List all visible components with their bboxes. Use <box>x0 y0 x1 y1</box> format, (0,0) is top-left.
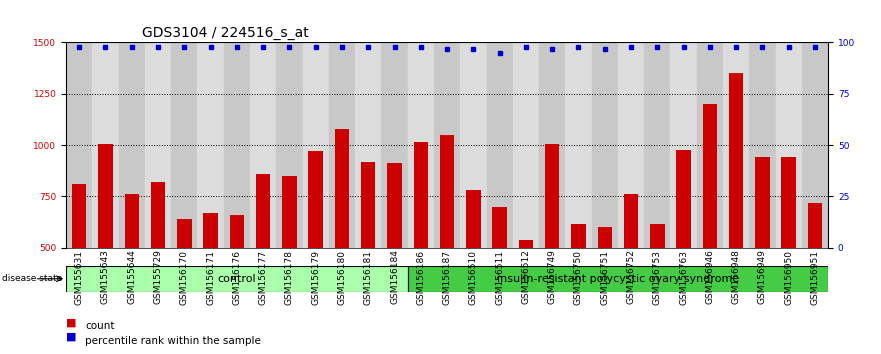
Text: disease state: disease state <box>2 274 62 283</box>
Text: GSM156510: GSM156510 <box>469 250 478 304</box>
Bar <box>618 42 644 248</box>
Bar <box>204 213 218 350</box>
Text: GSM155631: GSM155631 <box>75 250 84 304</box>
Bar <box>119 42 144 248</box>
Text: GSM156171: GSM156171 <box>206 250 215 304</box>
Bar <box>808 202 822 350</box>
Bar <box>124 194 139 350</box>
Bar <box>592 42 618 248</box>
Text: GSM156179: GSM156179 <box>311 250 320 304</box>
Bar <box>703 104 717 350</box>
Bar <box>197 42 224 248</box>
Text: GSM156752: GSM156752 <box>626 250 635 304</box>
Text: GSM156512: GSM156512 <box>522 250 530 304</box>
Text: GSM156950: GSM156950 <box>784 250 793 304</box>
Text: GSM156184: GSM156184 <box>390 250 399 304</box>
Bar <box>466 190 481 350</box>
Text: GSM156750: GSM156750 <box>574 250 583 304</box>
Bar <box>677 150 691 350</box>
Bar <box>775 42 802 248</box>
Bar <box>519 240 533 350</box>
Bar <box>513 42 539 248</box>
Bar <box>282 176 297 350</box>
Bar <box>302 42 329 248</box>
Bar <box>308 151 323 350</box>
Bar <box>723 42 750 248</box>
Bar <box>486 42 513 248</box>
Bar <box>460 42 486 248</box>
Text: GSM156946: GSM156946 <box>706 250 714 304</box>
Text: GSM156178: GSM156178 <box>285 250 294 304</box>
Text: GSM156951: GSM156951 <box>811 250 819 304</box>
Bar <box>72 184 86 350</box>
Bar <box>729 73 744 350</box>
Bar <box>597 227 612 350</box>
Bar <box>171 42 197 248</box>
Bar <box>650 224 664 350</box>
Bar <box>361 161 375 350</box>
Bar <box>413 142 428 350</box>
Bar <box>388 162 402 350</box>
Text: GSM156749: GSM156749 <box>548 250 557 304</box>
Bar <box>329 42 355 248</box>
Bar <box>408 42 434 248</box>
Bar <box>644 42 670 248</box>
Text: GSM156186: GSM156186 <box>417 250 426 304</box>
Text: GSM156180: GSM156180 <box>337 250 346 304</box>
Text: percentile rank within the sample: percentile rank within the sample <box>85 336 262 346</box>
Bar <box>566 42 592 248</box>
Bar <box>697 42 723 248</box>
Bar <box>256 174 270 350</box>
Text: GSM156181: GSM156181 <box>364 250 373 304</box>
Text: GSM156170: GSM156170 <box>180 250 189 304</box>
Text: GSM155644: GSM155644 <box>127 250 137 304</box>
Text: GSM156176: GSM156176 <box>233 250 241 304</box>
Bar <box>781 158 796 350</box>
Text: ■: ■ <box>66 318 77 328</box>
Text: GDS3104 / 224516_s_at: GDS3104 / 224516_s_at <box>142 26 309 40</box>
Bar <box>335 129 349 350</box>
Text: control: control <box>218 274 256 284</box>
Text: GSM156753: GSM156753 <box>653 250 662 304</box>
Bar <box>93 42 119 248</box>
Bar <box>66 42 93 248</box>
Text: GSM156949: GSM156949 <box>758 250 767 304</box>
Bar <box>750 42 775 248</box>
Bar <box>571 224 586 350</box>
Text: GSM155729: GSM155729 <box>153 250 163 304</box>
Text: ■: ■ <box>66 332 77 342</box>
Text: GSM156177: GSM156177 <box>259 250 268 304</box>
Text: GSM156187: GSM156187 <box>442 250 452 304</box>
Bar <box>66 266 408 292</box>
Bar <box>434 42 460 248</box>
Bar <box>624 194 638 350</box>
Bar <box>277 42 302 248</box>
Bar <box>545 144 559 350</box>
Bar <box>355 42 381 248</box>
Text: GSM156751: GSM156751 <box>600 250 610 304</box>
Bar <box>144 42 171 248</box>
Bar <box>99 144 113 350</box>
Bar <box>151 182 166 350</box>
Bar <box>440 135 455 350</box>
Bar <box>670 42 697 248</box>
Bar <box>408 266 828 292</box>
Bar <box>177 219 191 350</box>
Bar <box>755 158 770 350</box>
Text: GSM156511: GSM156511 <box>495 250 504 304</box>
Bar <box>381 42 408 248</box>
Text: insulin-resistant polycystic ovary syndrome: insulin-resistant polycystic ovary syndr… <box>497 274 739 284</box>
Text: count: count <box>85 321 115 331</box>
Bar <box>250 42 277 248</box>
Bar <box>802 42 828 248</box>
Bar <box>230 215 244 350</box>
Bar <box>224 42 250 248</box>
Text: GSM156948: GSM156948 <box>731 250 741 304</box>
Bar <box>539 42 566 248</box>
Bar <box>492 207 507 350</box>
Text: GSM155643: GSM155643 <box>101 250 110 304</box>
Text: GSM156763: GSM156763 <box>679 250 688 304</box>
